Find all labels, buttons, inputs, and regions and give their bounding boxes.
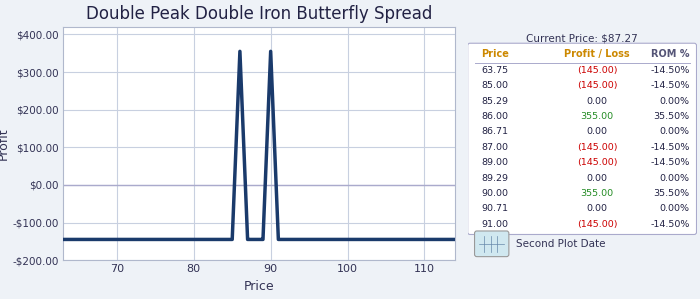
Text: -14.50%: -14.50% xyxy=(650,158,690,167)
Text: -14.50%: -14.50% xyxy=(650,143,690,152)
Point xyxy=(480,234,488,237)
Text: 35.50%: 35.50% xyxy=(654,189,690,198)
Text: 85.00: 85.00 xyxy=(482,81,508,90)
Title: Double Peak Double Iron Butterfly Spread: Double Peak Double Iron Butterfly Spread xyxy=(86,4,433,23)
Text: (145.00): (145.00) xyxy=(577,158,617,167)
Text: (145.00): (145.00) xyxy=(577,66,617,75)
Text: 0.00: 0.00 xyxy=(587,97,608,106)
Text: 85.29: 85.29 xyxy=(482,97,508,106)
Y-axis label: Profit: Profit xyxy=(0,127,10,160)
Text: Second Plot Date: Second Plot Date xyxy=(516,239,606,249)
Text: (145.00): (145.00) xyxy=(577,81,617,90)
Text: 0.00%: 0.00% xyxy=(659,204,690,213)
Text: 355.00: 355.00 xyxy=(580,112,613,121)
Text: 86.00: 86.00 xyxy=(482,112,508,121)
Text: ROM %: ROM % xyxy=(651,49,690,59)
Text: 89.00: 89.00 xyxy=(482,158,508,167)
Text: (145.00): (145.00) xyxy=(577,220,617,229)
Text: 90.00: 90.00 xyxy=(482,189,508,198)
Text: (145.00): (145.00) xyxy=(577,143,617,152)
Text: -14.50%: -14.50% xyxy=(650,81,690,90)
Text: -14.50%: -14.50% xyxy=(650,220,690,229)
Point xyxy=(486,250,495,254)
Text: 87.00: 87.00 xyxy=(482,143,508,152)
Point xyxy=(494,250,502,254)
Text: Profit / Loss: Profit / Loss xyxy=(564,49,630,59)
Text: 0.00%: 0.00% xyxy=(659,97,690,106)
Text: 63.75: 63.75 xyxy=(482,66,508,75)
Text: 86.71: 86.71 xyxy=(482,127,508,136)
Text: 0.00: 0.00 xyxy=(587,127,608,136)
Text: 89.29: 89.29 xyxy=(482,173,508,182)
Point xyxy=(486,234,495,237)
Text: 91.00: 91.00 xyxy=(482,220,508,229)
Text: 90.71: 90.71 xyxy=(482,204,508,213)
FancyBboxPatch shape xyxy=(475,231,509,257)
Text: 0.00%: 0.00% xyxy=(659,173,690,182)
X-axis label: Price: Price xyxy=(244,280,274,293)
Text: 355.00: 355.00 xyxy=(580,189,613,198)
Point xyxy=(475,242,483,245)
FancyBboxPatch shape xyxy=(468,43,696,234)
Point xyxy=(480,250,488,254)
Text: 0.00%: 0.00% xyxy=(659,127,690,136)
Text: -14.50%: -14.50% xyxy=(650,66,690,75)
Point xyxy=(494,234,502,237)
Text: Price: Price xyxy=(482,49,510,59)
Text: 0.00: 0.00 xyxy=(587,204,608,213)
Text: Current Price: $87.27: Current Price: $87.27 xyxy=(526,34,638,44)
Text: 35.50%: 35.50% xyxy=(654,112,690,121)
Point xyxy=(500,242,508,245)
Text: 0.00: 0.00 xyxy=(587,173,608,182)
